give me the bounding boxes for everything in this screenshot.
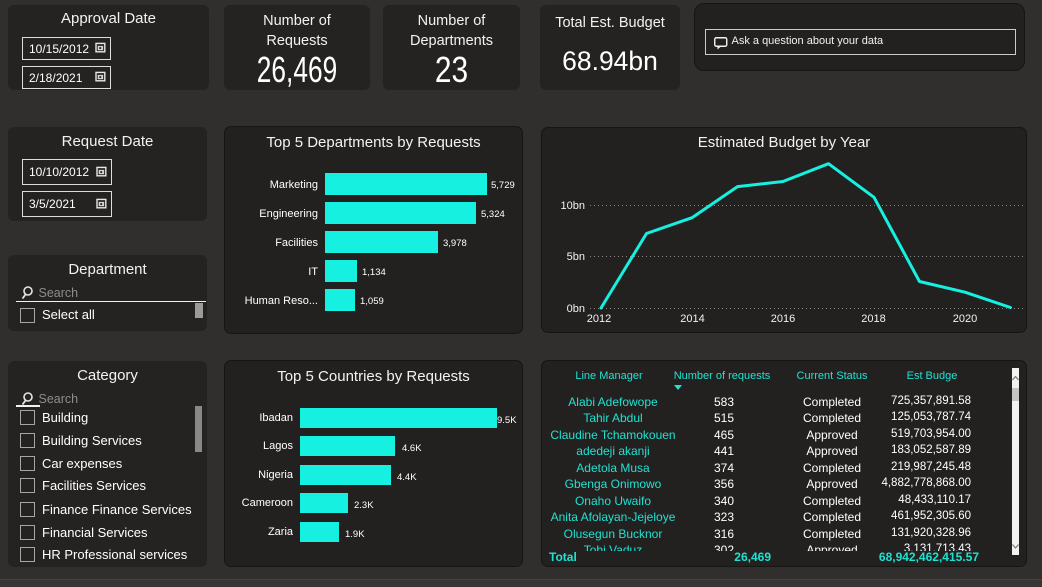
svg-text:2018: 2018: [861, 313, 885, 325]
svg-text:2016: 2016: [771, 313, 795, 325]
svg-text:10bn: 10bn: [561, 200, 585, 212]
svg-text:2012: 2012: [587, 313, 611, 325]
svg-text:5bn: 5bn: [567, 251, 585, 263]
svg-text:0bn: 0bn: [567, 303, 585, 315]
svg-text:2014: 2014: [680, 313, 704, 325]
svg-text:2020: 2020: [953, 313, 977, 325]
